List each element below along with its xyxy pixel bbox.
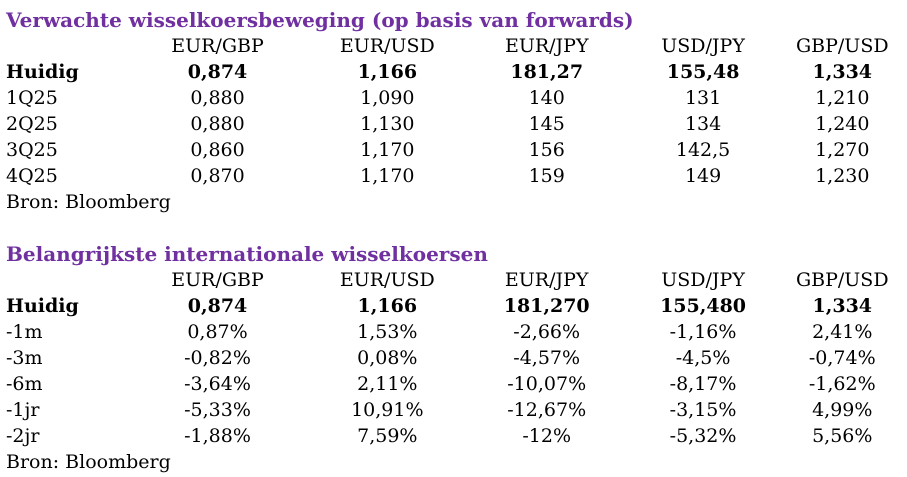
column-header: EUR/GBP	[171, 35, 264, 57]
table-row: 1Q25 0,880 1,090 140 131 1,210	[0, 85, 907, 111]
table-cell: 1,334	[812, 61, 873, 83]
table-cell: -12,67%	[507, 399, 587, 421]
table-cell: 1,166	[357, 295, 418, 317]
table-cell: 2,41%	[812, 321, 873, 343]
column-header: GBP/USD	[795, 35, 889, 57]
table-row: 3Q25 0,860 1,170 156 142,5 1,270	[0, 137, 907, 163]
table-cell: 0,860	[190, 139, 245, 161]
table-cell: 1,130	[360, 113, 415, 135]
table-header-row: EUR/GBP EUR/USD EUR/JPY USD/JPY GBP/USD	[0, 267, 907, 293]
section2-source: Bron: Bloomberg	[6, 451, 171, 473]
section2-title: Belangrijkste internationale wisselkoers…	[6, 242, 488, 266]
table-cell: 1,230	[815, 165, 870, 187]
table-cell: 1,210	[815, 87, 870, 109]
table-cell: -3,64%	[184, 373, 251, 395]
row-label: 2Q25	[6, 113, 58, 135]
table-cell: 1,53%	[357, 321, 418, 343]
column-header: EUR/USD	[339, 35, 435, 57]
table-cell: -4,57%	[513, 347, 581, 369]
table-cell: 149	[684, 165, 722, 187]
table-cell: -10,07%	[507, 373, 587, 395]
table-cell: -0,82%	[184, 347, 251, 369]
table-row: -6m -3,64% 2,11% -10,07% -8,17% -1,62%	[0, 371, 907, 397]
column-header: GBP/USD	[795, 269, 889, 291]
header-empty	[0, 267, 125, 293]
table-cell: -5,33%	[184, 399, 251, 421]
row-label: -1jr	[6, 399, 40, 421]
table-cell: 0,870	[190, 165, 245, 187]
row-label: -3m	[6, 347, 43, 369]
table-cell: 5,56%	[812, 425, 873, 447]
table-row: 4Q25 0,870 1,170 159 149 1,230	[0, 163, 907, 189]
table-cell: 0,880	[190, 87, 245, 109]
table-cell: 0,08%	[357, 347, 418, 369]
table-cell: 155,48	[666, 61, 740, 83]
table-row: -1jr -5,33% 10,91% -12,67% -3,15% 4,99%	[0, 397, 907, 423]
table-cell: 1,170	[360, 139, 415, 161]
table-row: -3m -0,82% 0,08% -4,57% -4,5% -0,74%	[0, 345, 907, 371]
table-cell: 155,480	[660, 295, 747, 317]
table-cell: 1,334	[812, 295, 873, 317]
table-cell: 0,874	[187, 61, 248, 83]
row-label: -1m	[6, 321, 43, 343]
forward-forecast-table: EUR/GBP EUR/USD EUR/JPY USD/JPY GBP/USD …	[0, 33, 907, 189]
row-label: 3Q25	[6, 139, 58, 161]
table-cell: 181,270	[503, 295, 590, 317]
row-label: Huidig	[6, 295, 79, 317]
table-cell: -1,16%	[669, 321, 737, 343]
table-cell: -1,88%	[184, 425, 251, 447]
table-header-row: EUR/GBP EUR/USD EUR/JPY USD/JPY GBP/USD	[0, 33, 907, 59]
table-cell: 1,170	[360, 165, 415, 187]
exchange-rate-table: EUR/GBP EUR/USD EUR/JPY USD/JPY GBP/USD …	[0, 267, 907, 449]
section1-source: Bron: Bloomberg	[6, 191, 171, 213]
row-label: Huidig	[6, 61, 79, 83]
table-cell: 1,270	[815, 139, 870, 161]
column-header: USD/JPY	[661, 35, 745, 57]
table-cell: -5,32%	[669, 425, 737, 447]
table-cell: 1,166	[357, 61, 418, 83]
table-cell: 145	[528, 113, 565, 135]
header-empty	[0, 33, 125, 59]
table-cell: 140	[528, 87, 565, 109]
section1-title: Verwachte wisselkoersbeweging (op basis …	[6, 8, 634, 32]
table-row: -2jr -1,88% 7,59% -12% -5,32% 5,56%	[0, 423, 907, 449]
table-cell: -0,74%	[808, 347, 876, 369]
table-cell: 1,240	[815, 113, 870, 135]
table-cell: -1,62%	[808, 373, 876, 395]
table-cell: -4,5%	[675, 347, 731, 369]
table-cell: -8,17%	[669, 373, 737, 395]
table-row: -1m 0,87% 1,53% -2,66% -1,16% 2,41%	[0, 319, 907, 345]
row-label: 4Q25	[6, 165, 58, 187]
table-row: 2Q25 0,880 1,130 145 134 1,240	[0, 111, 907, 137]
column-header: EUR/USD	[339, 269, 435, 291]
table-row: Huidig 0,874 1,166 181,270 155,480 1,334	[0, 293, 907, 319]
table-cell: 4,99%	[812, 399, 873, 421]
table-cell: 131	[684, 87, 722, 109]
table-row: Huidig 0,874 1,166 181,27 155,48 1,334	[0, 59, 907, 85]
table-cell: 1,090	[360, 87, 415, 109]
table-cell: 159	[528, 165, 565, 187]
row-label: -6m	[6, 373, 43, 395]
table-cell: 2,11%	[357, 373, 418, 395]
table-cell: 7,59%	[357, 425, 418, 447]
column-header: EUR/GBP	[171, 269, 264, 291]
table-cell: -2,66%	[513, 321, 581, 343]
table-cell: -3,15%	[669, 399, 737, 421]
table-cell: 134	[684, 113, 722, 135]
column-header: USD/JPY	[661, 269, 745, 291]
row-label: 1Q25	[6, 87, 58, 109]
table-cell: 0,874	[187, 295, 248, 317]
row-label: -2jr	[6, 425, 40, 447]
table-cell: 10,91%	[351, 399, 424, 421]
table-cell: 142,5	[675, 139, 731, 161]
column-header: EUR/JPY	[504, 269, 589, 291]
table-cell: 0,87%	[187, 321, 248, 343]
table-cell: 156	[528, 139, 565, 161]
table-cell: 0,880	[190, 113, 245, 135]
table-cell: -12%	[522, 425, 572, 447]
column-header: EUR/JPY	[504, 35, 589, 57]
table-cell: 181,27	[510, 61, 584, 83]
